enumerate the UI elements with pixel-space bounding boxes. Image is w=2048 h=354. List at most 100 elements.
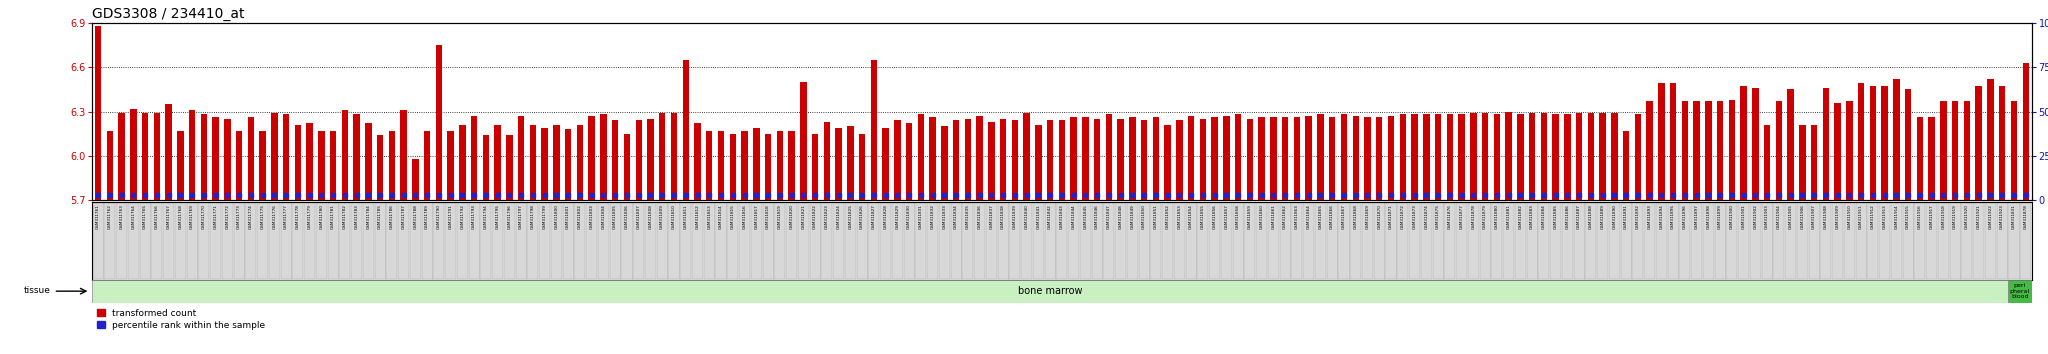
Bar [483, 135, 489, 200]
Bar [1694, 101, 1700, 200]
Point [1587, 192, 1620, 198]
Bar [1612, 113, 1618, 200]
Bar [1411, 114, 1417, 200]
Bar [1280, 202, 1290, 279]
Bar [104, 202, 115, 279]
Point [821, 192, 854, 198]
Bar [469, 202, 479, 279]
Point [1034, 192, 1067, 198]
Point [494, 192, 526, 198]
Text: GSM311880: GSM311880 [1495, 204, 1499, 229]
Point [1104, 192, 1137, 198]
Text: GSM311805: GSM311805 [612, 204, 616, 229]
Text: GSM311852: GSM311852 [1165, 204, 1169, 229]
Point [1880, 192, 1913, 198]
Bar [694, 123, 700, 200]
Bar [801, 82, 807, 200]
Text: GSM311875: GSM311875 [1436, 204, 1440, 229]
Bar [881, 202, 891, 279]
Text: GSM311814: GSM311814 [719, 204, 723, 229]
Bar [1257, 118, 1266, 200]
Bar [281, 202, 291, 279]
Text: GSM311820: GSM311820 [791, 204, 793, 229]
Bar [1305, 116, 1313, 200]
Bar [2009, 202, 2019, 279]
Bar [858, 133, 866, 200]
Point [211, 192, 244, 198]
Bar [739, 202, 750, 279]
Bar [1114, 202, 1126, 279]
Text: GSM311833: GSM311833 [942, 204, 946, 229]
Bar [199, 202, 209, 279]
Bar [1858, 84, 1864, 200]
Bar [1749, 202, 1761, 279]
Text: GSM311802: GSM311802 [578, 204, 582, 229]
Bar [1255, 202, 1268, 279]
Bar [680, 202, 692, 279]
Bar [1679, 202, 1690, 279]
Bar [422, 202, 432, 279]
Text: GSM311834: GSM311834 [954, 204, 958, 229]
Bar [1786, 202, 1796, 279]
Text: bone marrow: bone marrow [1018, 286, 1083, 296]
Bar [434, 202, 444, 279]
Bar [1071, 118, 1077, 200]
Bar [774, 202, 784, 279]
Text: GSM311910: GSM311910 [1847, 204, 1851, 229]
Bar [1726, 202, 1737, 279]
Point [1386, 192, 1419, 198]
Point [305, 192, 338, 198]
Bar [586, 202, 598, 279]
Point [1069, 192, 1102, 198]
Text: GSM311798: GSM311798 [530, 204, 535, 229]
Text: GSM311876: GSM311876 [1448, 204, 1452, 229]
Point [987, 192, 1020, 198]
Bar [1303, 202, 1315, 279]
Bar [436, 45, 442, 200]
Point [164, 192, 197, 198]
Point [1774, 192, 1806, 198]
Bar [350, 202, 362, 279]
Bar [1634, 114, 1640, 200]
Bar [1597, 202, 1608, 279]
Point [1327, 192, 1360, 198]
Bar [1714, 202, 1726, 279]
Text: GSM311831: GSM311831 [920, 204, 924, 229]
Bar [1034, 125, 1042, 200]
Bar [1550, 202, 1561, 279]
Point [1798, 192, 1831, 198]
Bar [836, 128, 842, 200]
Point [1352, 192, 1384, 198]
Point [1868, 192, 1901, 198]
Text: GSM311904: GSM311904 [1778, 204, 1782, 229]
Bar [1456, 202, 1466, 279]
Bar [2019, 202, 2032, 279]
Bar [856, 202, 868, 279]
Text: GSM311855: GSM311855 [1200, 204, 1204, 229]
Text: GSM311922: GSM311922 [1989, 204, 1993, 229]
Bar [578, 125, 584, 200]
Bar [809, 202, 821, 279]
Text: GSM311817: GSM311817 [754, 204, 758, 229]
Point [928, 192, 961, 198]
Bar [504, 202, 514, 279]
Text: GSM311914: GSM311914 [1894, 204, 1898, 229]
Bar [1880, 202, 1890, 279]
Text: GSM311839: GSM311839 [1014, 204, 1018, 229]
Point [657, 192, 690, 198]
Bar [260, 131, 266, 200]
Bar [1386, 202, 1397, 279]
Bar [1939, 101, 1948, 200]
Text: GSM311808: GSM311808 [649, 204, 653, 229]
Text: GSM311883: GSM311883 [1530, 204, 1534, 229]
Bar [645, 202, 655, 279]
Text: GSM311842: GSM311842 [1049, 204, 1053, 229]
Point [682, 192, 715, 198]
Text: GSM311821: GSM311821 [801, 204, 805, 229]
Bar [1161, 202, 1174, 279]
Bar [211, 202, 221, 279]
Bar [1069, 202, 1079, 279]
Bar [492, 202, 504, 279]
Bar [494, 125, 502, 200]
Text: GSM311788: GSM311788 [414, 204, 418, 229]
